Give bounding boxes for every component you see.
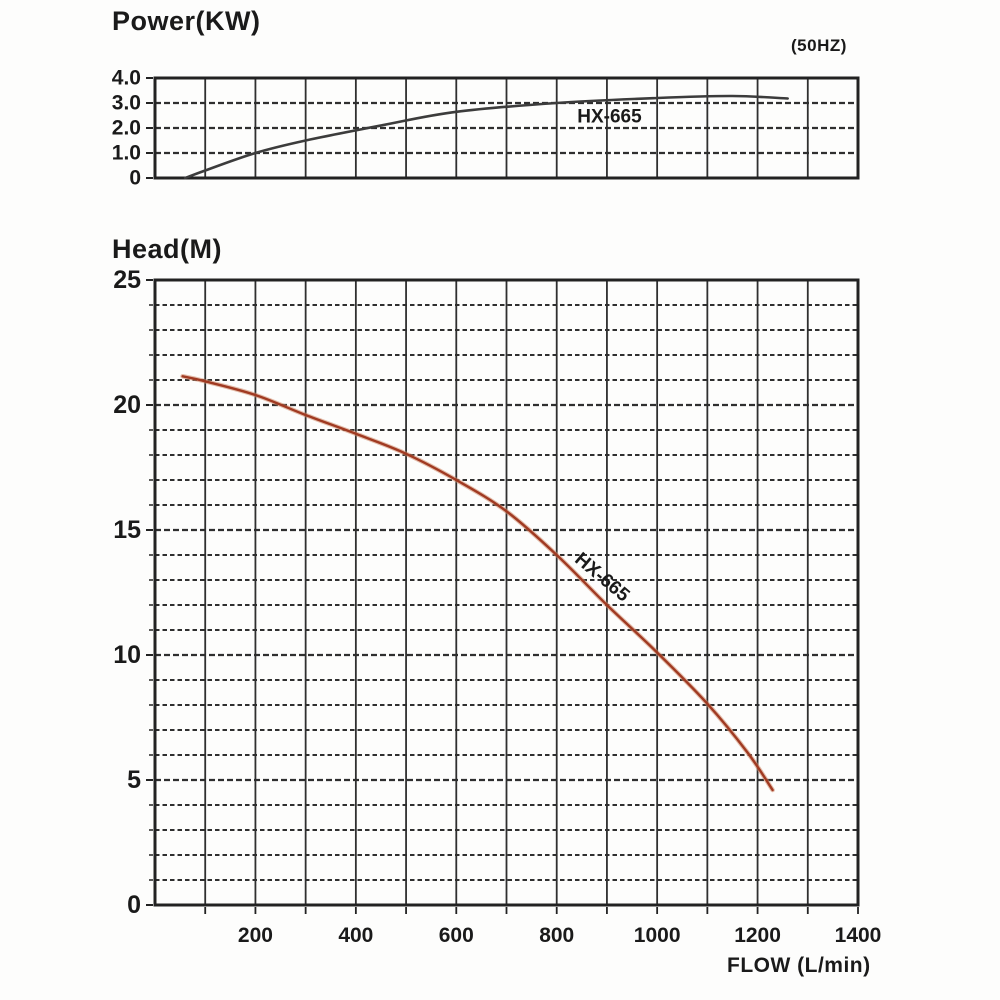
head-curve xyxy=(181,375,774,792)
x-tick-label: 1400 xyxy=(835,924,882,947)
x-tick-label: 1000 xyxy=(634,924,681,947)
x-tick-label: 200 xyxy=(238,924,273,947)
y-tick-label: 4.0 xyxy=(112,67,141,90)
head-chart-title: Head(M) xyxy=(112,234,222,264)
power-curve xyxy=(183,94,789,180)
y-tick-label: 0 xyxy=(127,891,141,919)
y-tick-label: 25 xyxy=(113,266,141,294)
y-tick-label: 1.0 xyxy=(112,142,141,165)
y-tick-label: 5 xyxy=(127,766,141,794)
power-chart-title: Power(KW) xyxy=(112,6,261,36)
y-tick-label: 2.0 xyxy=(112,117,141,140)
frequency-annotation: (50HZ) xyxy=(791,36,847,55)
x-tick-label: 400 xyxy=(338,924,373,947)
y-tick-label: 10 xyxy=(113,641,141,669)
x-tick-label: 800 xyxy=(539,924,574,947)
y-tick-label: 3.0 xyxy=(112,92,141,115)
plot-border xyxy=(153,76,860,180)
y-tick-label: 20 xyxy=(113,391,141,419)
y-tick-label: 15 xyxy=(113,516,141,544)
plot-border xyxy=(153,278,860,907)
x-tick-label: 1200 xyxy=(734,924,781,947)
head-curve-halo xyxy=(180,374,775,793)
series-label: HX-665 xyxy=(577,106,642,127)
x-tick-label: 600 xyxy=(439,924,474,947)
y-tick-label: 0 xyxy=(129,167,141,190)
flow-axis-label: FLOW (L/min) xyxy=(727,954,871,977)
power-chart: 01.02.03.04.0 HX-665 xyxy=(112,67,860,190)
